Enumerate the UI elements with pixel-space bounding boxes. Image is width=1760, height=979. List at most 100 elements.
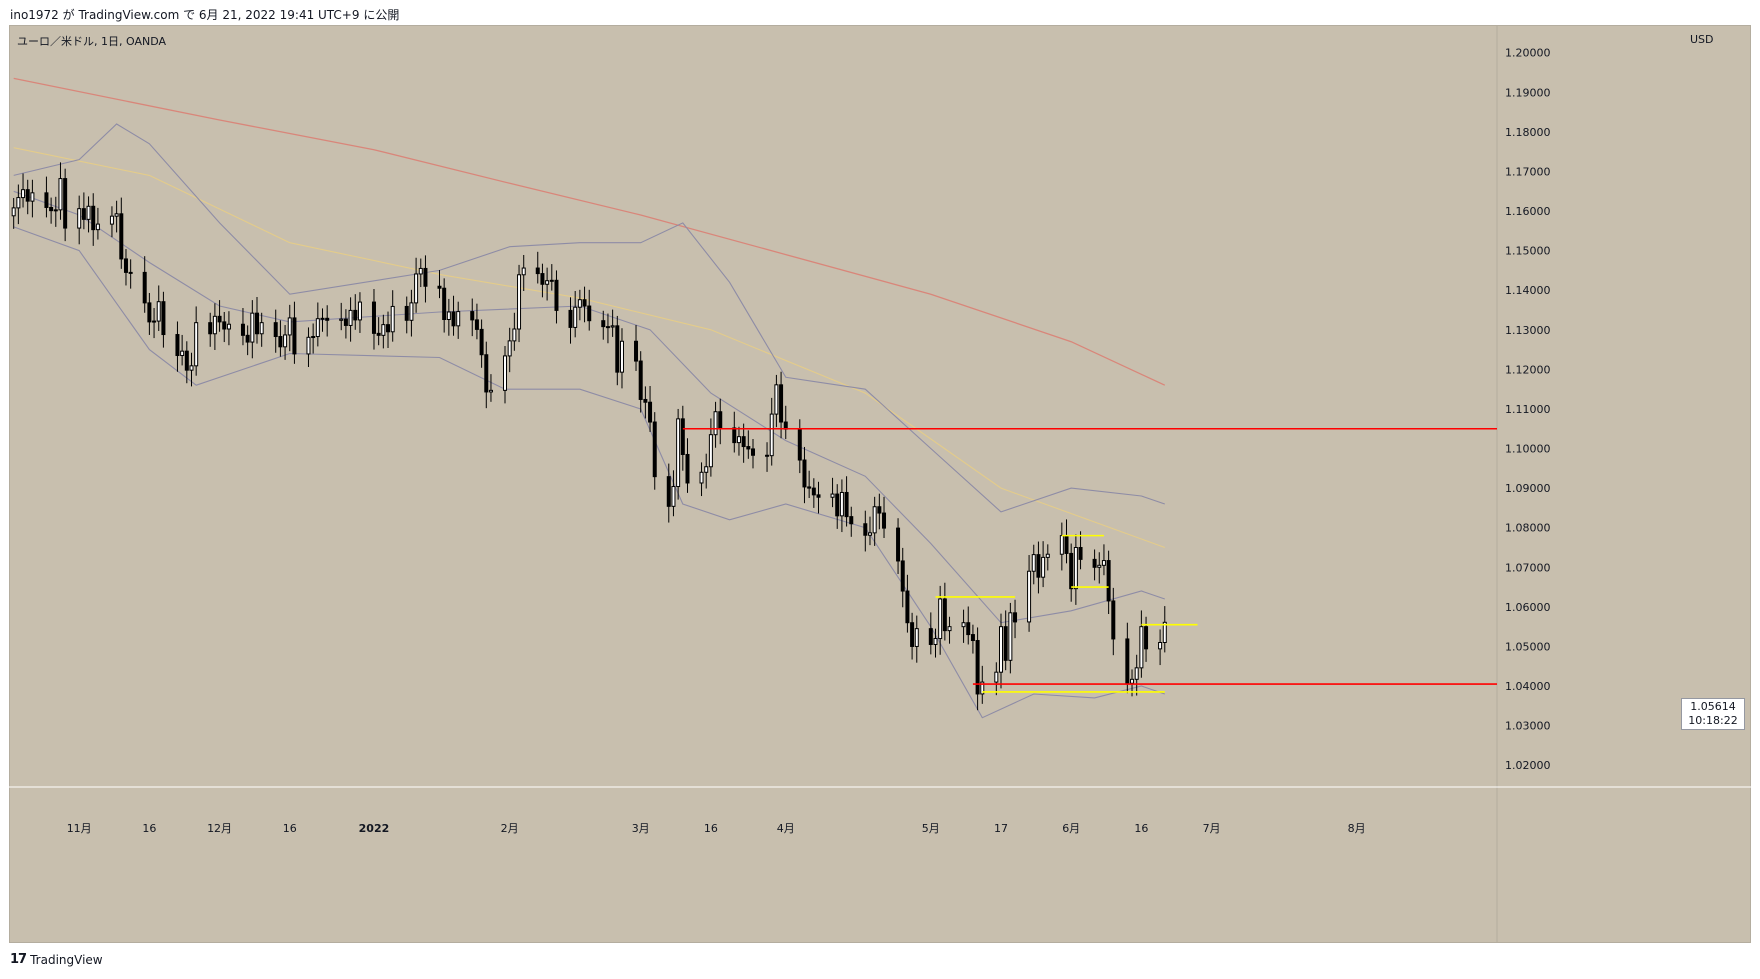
candle-up [517,274,522,330]
candle-up [456,311,461,327]
candle-up [194,322,199,367]
candle-up [58,178,63,211]
candle-up [980,681,985,695]
candle-up [1101,560,1106,566]
candle-down [25,189,30,202]
candle-up [156,301,161,322]
candle-up [872,506,877,534]
candle-down [91,205,96,231]
candle-down [292,317,297,355]
candle-down [376,332,381,336]
candle-up [339,318,344,321]
price-tick-label: 1.14000 [1505,284,1551,297]
candle-down [746,446,751,450]
candle-down [484,354,489,393]
candle-up [1134,667,1139,680]
candle-down [325,317,330,321]
bar-countdown: 10:18:22 [1688,714,1738,727]
price-tick-label: 1.15000 [1505,245,1551,258]
candle-down [779,384,784,423]
candle-down [582,299,587,307]
candle-up [1139,626,1144,669]
candle-up [769,413,774,457]
candle-down [648,401,653,423]
candle-down [175,334,180,357]
candle-down [470,311,475,321]
candle-down [732,427,737,444]
candle-down [844,491,849,518]
time-tick-label: 16 [283,822,297,835]
candle-up [994,671,999,683]
footer-brand: 𝟭𝟳 TradingView [10,952,103,967]
time-tick-label: 5月 [922,822,940,835]
time-tick-label: 2月 [501,822,519,835]
candle-up [95,223,100,231]
candle-down [910,622,915,647]
candle-down [353,309,358,321]
candle-down [273,322,278,338]
candle-down [423,267,428,287]
candle-up [287,317,292,336]
candle-down [900,560,905,592]
candle-down [765,454,770,457]
candle-down [1036,554,1041,578]
candle-up [1073,547,1078,590]
candle-down [404,305,409,321]
chart-panel[interactable] [9,25,1751,943]
candle-up [1027,570,1032,623]
candle-down [1064,535,1069,554]
candle-down [255,312,259,335]
candle-down [245,334,250,343]
candle-down [437,285,442,289]
candle-down [44,192,49,208]
candle-up [1130,678,1135,684]
chart-canvas[interactable]: 1.20000 1.19000 1.18000 1.17000 1.16000 1.150… [9,25,1751,943]
candle-up [736,436,741,444]
candle-up [320,317,325,320]
candle-up [488,389,493,393]
candle-up [1158,642,1163,650]
candle-down [479,328,484,356]
candle-down [554,279,559,311]
last-price-value: 1.05614 [1690,700,1736,713]
candle-up [283,334,288,348]
price-tick-label: 1.13000 [1505,324,1551,337]
time-tick-label: 16 [704,822,718,835]
candle-down [741,436,746,448]
price-tick-label: 1.04000 [1505,680,1551,693]
candle-down [568,309,573,328]
candle-down [643,398,648,403]
candle-up [114,213,119,217]
candle-down [638,360,643,400]
bollinger-mid-line [13,190,1165,624]
candle-up [999,626,1003,673]
candle-down [975,640,980,695]
candle-up [109,215,114,225]
candle-down [63,178,68,229]
candle-down [278,336,283,348]
candle-down [882,512,887,529]
candle-down [807,486,812,489]
candle-down [540,273,545,285]
candle-down [1069,552,1074,590]
candle-down [966,622,971,636]
price-tick-label: 1.08000 [1505,522,1551,535]
price-tick-label: 1.02000 [1505,759,1551,772]
candle-up [671,486,676,507]
candle-down [343,318,348,326]
candle-up [86,205,91,220]
candle-down [474,319,479,330]
candle-down [119,213,124,260]
candle-up [507,340,512,357]
candle-up [1008,612,1013,661]
candle-down [217,315,222,323]
symbol-legend: ユーロ／米ドル, 1日, OANDA [17,35,167,48]
tradingview-logo-icon: 𝟭𝟳 [10,952,27,967]
time-tick-label: 2022 [359,822,390,835]
candle-down [605,326,610,329]
candle-down [634,340,639,362]
candle-up [11,207,16,217]
price-tick-label: 1.09000 [1505,482,1551,495]
candle-down [386,324,391,333]
time-tick-label: 12月 [207,822,232,835]
